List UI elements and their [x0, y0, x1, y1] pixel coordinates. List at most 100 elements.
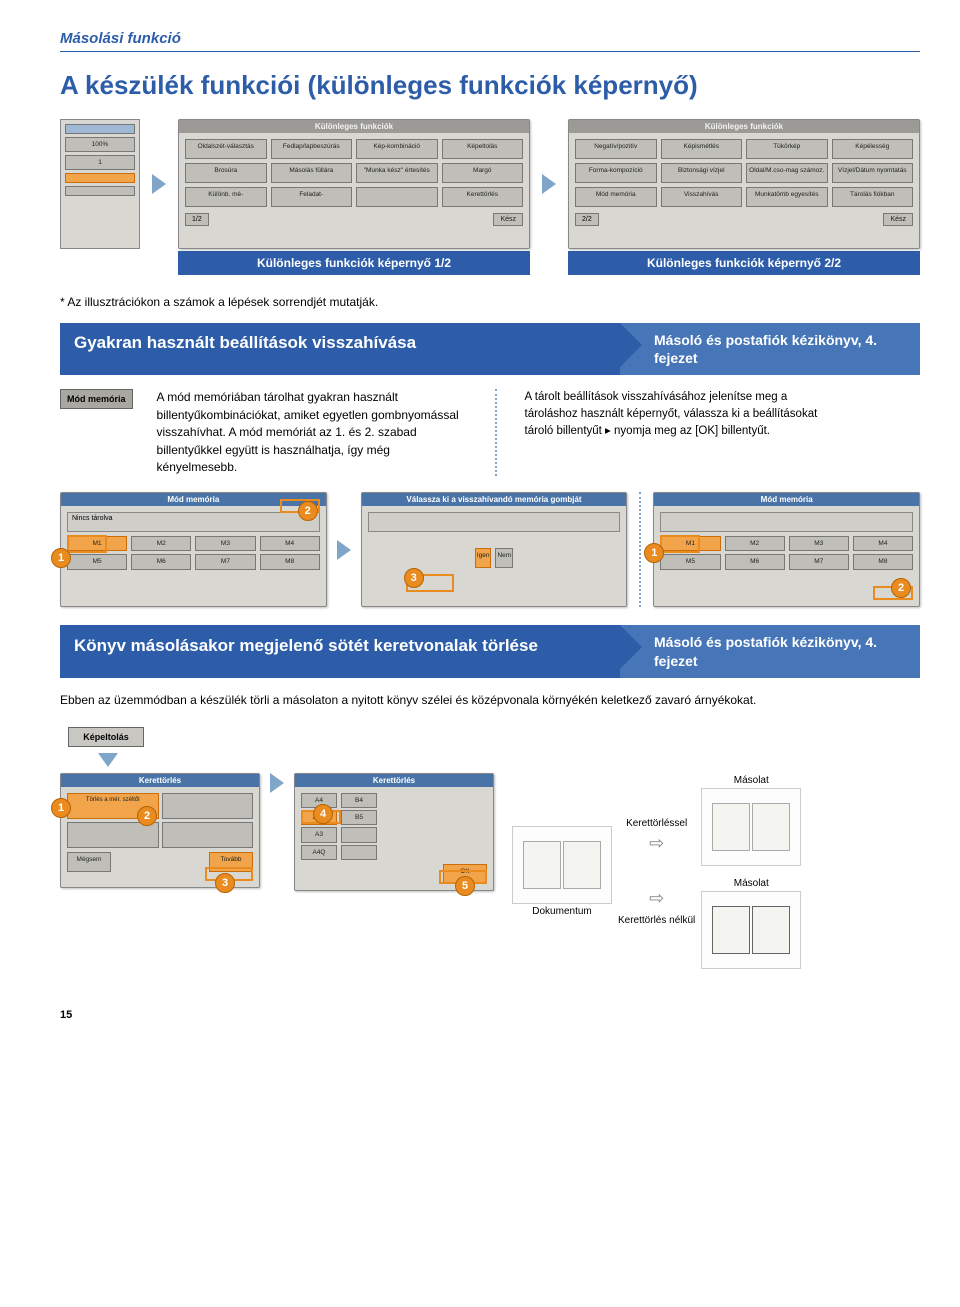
step-badge: 4: [313, 804, 333, 824]
fn-button[interactable]: Visszahívás: [661, 187, 743, 207]
fn-button[interactable]: Tükörkép: [746, 139, 828, 159]
step-panel: Válassza ki a visszahívandó memória gomb…: [361, 492, 628, 607]
mem-slot[interactable]: M7: [789, 554, 849, 569]
fn-button[interactable]: Másolás füllára: [271, 163, 353, 183]
section-2-bar: Könyv másolásakor megjelenő sötét keretv…: [60, 625, 920, 677]
fn-button[interactable]: [356, 187, 438, 207]
fn-button[interactable]: Képismétlés: [661, 139, 743, 159]
mode-memory-tag: Mód memória: [60, 389, 133, 409]
status-label: Nincs tárolva: [67, 512, 320, 532]
mem-slot[interactable]: M2: [131, 536, 191, 551]
side-panel-small: 100% 1: [60, 119, 140, 249]
panel-header: Különleges funkciók: [569, 120, 919, 133]
no-button[interactable]: Nem: [495, 548, 513, 568]
fn-button[interactable]: Oldal/M.cso-mag számoz.: [746, 163, 828, 183]
mem-slot[interactable]: M6: [131, 554, 191, 569]
fn-button[interactable]: Forma-kompozíció: [575, 163, 657, 183]
fn-button[interactable]: Oldalszét-választás: [185, 139, 267, 159]
yes-button[interactable]: Igen: [475, 548, 492, 568]
step-panel: Kerettörlés Törlés a mér. széltől Mégsem…: [60, 773, 260, 888]
section-2-para: Ebben az üzemmódban a készülék törli a m…: [60, 692, 920, 709]
arrow-hollow-icon: ⇨: [649, 833, 664, 854]
panel-header: Válassza ki a visszahívandó memória gomb…: [362, 493, 627, 506]
mem-slot[interactable]: M4: [260, 536, 320, 551]
top-screens-row: 100% 1 Különleges funkciók Oldalszét-vál…: [60, 119, 920, 249]
fn-button[interactable]: "Munka kész" értesítés: [356, 163, 438, 183]
kesz-button[interactable]: Kész: [883, 213, 913, 226]
illustration-flow: Dokumentum Kerettörléssel ⇨ ⇨ Kerettörlé…: [512, 773, 920, 969]
section-1-bar: Gyakran használt beállítások visszahívás…: [60, 323, 920, 375]
option-button[interactable]: [162, 793, 254, 819]
fn-button[interactable]: Fedlap/lapbeszúrás: [271, 139, 353, 159]
size-button[interactable]: [341, 845, 377, 860]
mem-slot[interactable]: M4: [853, 536, 913, 551]
panel-header: Kerettörlés: [295, 774, 493, 787]
mem-slot[interactable]: M6: [725, 554, 785, 569]
size-button[interactable]: [341, 827, 377, 842]
screen-caption: Különleges funkciók képernyő 2/2: [568, 251, 920, 275]
option-button[interactable]: [162, 822, 254, 848]
step-badge: 3: [404, 568, 424, 588]
mem-slot[interactable]: M5: [67, 554, 127, 569]
step-panel: Kerettörlés A4B4 A4RB5 A3 A4Q OK 4 5: [294, 773, 494, 891]
fn-button[interactable]: Képélesség: [832, 139, 914, 159]
section-1-para-right: A tárolt beállítások visszahívásához jel…: [525, 389, 825, 439]
arrow-hollow-icon: ⇨: [649, 888, 664, 909]
panel-header: Kerettörlés: [61, 774, 259, 787]
section-1-steps-row: Mód memória Nincs tárolva M1 M2 M3 M4 M5…: [60, 492, 920, 607]
fn-button[interactable]: Kép-kombináció: [356, 139, 438, 159]
size-button[interactable]: A4Q: [301, 845, 337, 860]
fn-button[interactable]: Képeltolás: [442, 139, 524, 159]
step-badge: 5: [455, 876, 475, 896]
kepeltolas-chip: Képeltolás: [68, 727, 144, 747]
mem-slot[interactable]: M3: [789, 536, 849, 551]
fn-button[interactable]: Munkatömb egyesítés: [746, 187, 828, 207]
fn-button[interactable]: Brosúra: [185, 163, 267, 183]
copy-illustration: [701, 788, 801, 866]
size-button[interactable]: B5: [341, 810, 377, 825]
pager[interactable]: 2/2: [575, 213, 599, 226]
fn-button[interactable]: Tárolás fiókban: [832, 187, 914, 207]
illus-label: Dokumentum: [532, 906, 591, 917]
section-1-ref: Másoló és postafiók kézikönyv, 4. fejeze…: [620, 323, 920, 375]
mem-slot[interactable]: M5: [660, 554, 720, 569]
breadcrumb: Másolási funkció: [60, 30, 920, 52]
mem-slot[interactable]: M3: [195, 536, 255, 551]
fn-button[interactable]: Kerettörlés: [442, 187, 524, 207]
fn-button[interactable]: Biztonsági vízjel: [661, 163, 743, 183]
section-2-ref: Másoló és postafiók kézikönyv, 4. fejeze…: [620, 625, 920, 677]
screen-1-panel: Különleges funkciók Oldalszét-választás …: [178, 119, 530, 249]
step-badge: 2: [137, 806, 157, 826]
step-panel: Mód memória M1 M2 M3 M4 M5 M6 M7 M8 1 2: [653, 492, 920, 607]
arrow-down-icon: [98, 753, 118, 767]
screen-caption: Különleges funkciók képernyő 1/2: [178, 251, 530, 275]
status-label: [368, 512, 621, 532]
mem-slot[interactable]: M2: [725, 536, 785, 551]
fn-button[interactable]: Vízjel/Dátum nyomtatás: [832, 163, 914, 183]
fn-button[interactable]: Feladat-: [271, 187, 353, 207]
cancel-button[interactable]: Mégsem: [67, 852, 111, 872]
illus-label: Másolat: [734, 878, 769, 889]
option-button[interactable]: [67, 822, 159, 848]
mem-slot[interactable]: M7: [195, 554, 255, 569]
fn-button[interactable]: Különb. mé-: [185, 187, 267, 207]
arrow-icon: [268, 773, 286, 793]
section-1-body: Mód memória A mód memóriában tárolhat gy…: [60, 389, 920, 476]
fn-button[interactable]: Mód memória: [575, 187, 657, 207]
section-2-steps-row: Kerettörlés Törlés a mér. széltől Mégsem…: [60, 773, 920, 969]
panel-grid-1: Oldalszét-választás Fedlap/lapbeszúrás K…: [185, 139, 523, 207]
kesz-button[interactable]: Kész: [493, 213, 523, 226]
mem-slot[interactable]: M8: [260, 554, 320, 569]
fn-button[interactable]: Negatív/pozitív: [575, 139, 657, 159]
arrow-icon: [540, 119, 558, 249]
mem-slot[interactable]: M8: [853, 554, 913, 569]
copy-illustration: [701, 891, 801, 969]
step-panel: Mód memória Nincs tárolva M1 M2 M3 M4 M5…: [60, 492, 327, 607]
fn-button[interactable]: Margó: [442, 163, 524, 183]
section-2-title: Könyv másolásakor megjelenő sötét keretv…: [60, 625, 620, 677]
pager[interactable]: 1/2: [185, 213, 209, 226]
size-button[interactable]: A3: [301, 827, 337, 842]
dotted-separator: [639, 492, 641, 607]
size-button[interactable]: B4: [341, 793, 377, 808]
panel-grid-2: Negatív/pozitív Képismétlés Tükörkép Kép…: [575, 139, 913, 207]
